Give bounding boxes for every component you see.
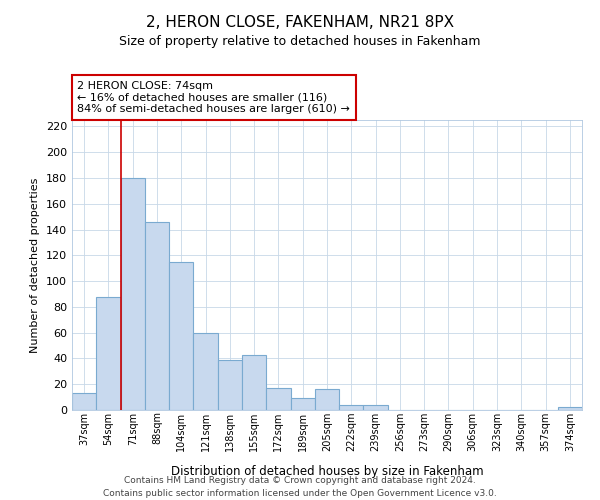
- Bar: [364, 405, 388, 410]
- Bar: [558, 408, 582, 410]
- Bar: [169, 262, 193, 410]
- Bar: [121, 178, 145, 410]
- Bar: [266, 388, 290, 410]
- Bar: [193, 332, 218, 410]
- Bar: [145, 222, 169, 410]
- Y-axis label: Number of detached properties: Number of detached properties: [31, 178, 40, 352]
- Bar: [290, 398, 315, 410]
- Bar: [218, 360, 242, 410]
- Text: Size of property relative to detached houses in Fakenham: Size of property relative to detached ho…: [119, 35, 481, 48]
- Bar: [339, 405, 364, 410]
- Bar: [315, 390, 339, 410]
- Text: Contains HM Land Registry data © Crown copyright and database right 2024.
Contai: Contains HM Land Registry data © Crown c…: [103, 476, 497, 498]
- Text: Distribution of detached houses by size in Fakenham: Distribution of detached houses by size …: [170, 464, 484, 477]
- Bar: [96, 296, 121, 410]
- Bar: [242, 354, 266, 410]
- Text: 2 HERON CLOSE: 74sqm
← 16% of detached houses are smaller (116)
84% of semi-deta: 2 HERON CLOSE: 74sqm ← 16% of detached h…: [77, 81, 350, 114]
- Text: 2, HERON CLOSE, FAKENHAM, NR21 8PX: 2, HERON CLOSE, FAKENHAM, NR21 8PX: [146, 15, 454, 30]
- Bar: [72, 393, 96, 410]
